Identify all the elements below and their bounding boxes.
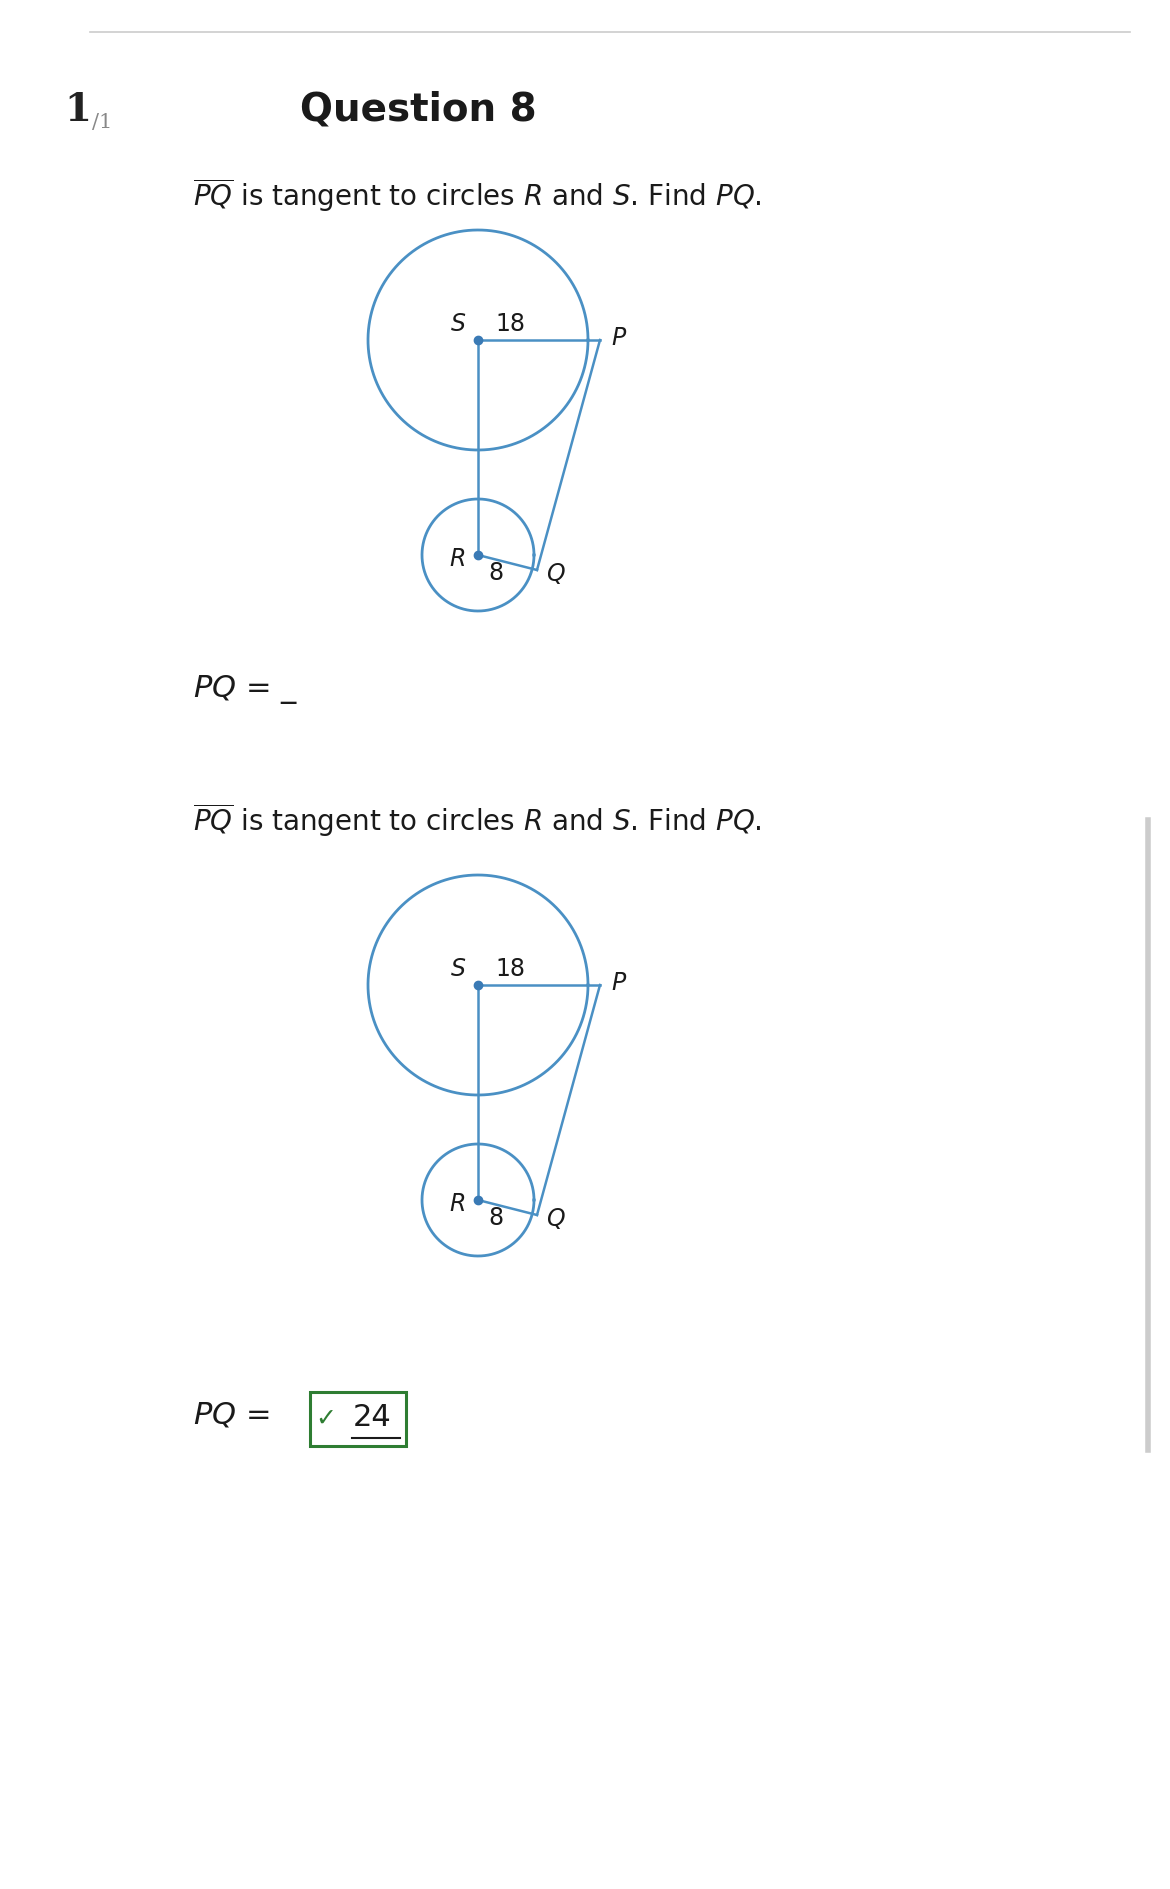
Text: 8: 8 [488,1205,503,1230]
Text: $\overline{PQ}$ is tangent to circles $R$ and $S$. Find $PQ$.: $\overline{PQ}$ is tangent to circles $R… [193,176,762,213]
Text: Q: Q [545,563,564,586]
Text: P: P [611,327,625,349]
Text: 24: 24 [352,1404,392,1432]
Text: $\overline{PQ}$ is tangent to circles $R$ and $S$. Find $PQ$.: $\overline{PQ}$ is tangent to circles $R… [193,801,762,839]
Text: R: R [449,548,466,570]
Text: Q: Q [545,1207,564,1232]
Text: Question 8: Question 8 [300,91,537,128]
Text: P: P [611,971,625,996]
Text: 8: 8 [488,561,503,586]
Text: 1: 1 [64,91,91,128]
Text: S: S [450,958,466,980]
Text: $PQ$ = _: $PQ$ = _ [193,674,298,706]
Text: ✓: ✓ [316,1407,337,1432]
Text: $PQ$ =: $PQ$ = [193,1400,273,1430]
Text: 18: 18 [495,958,525,980]
Text: S: S [450,312,466,336]
Text: /1: /1 [91,113,112,132]
Text: R: R [449,1192,466,1217]
Text: 18: 18 [495,312,525,336]
FancyBboxPatch shape [310,1392,406,1445]
